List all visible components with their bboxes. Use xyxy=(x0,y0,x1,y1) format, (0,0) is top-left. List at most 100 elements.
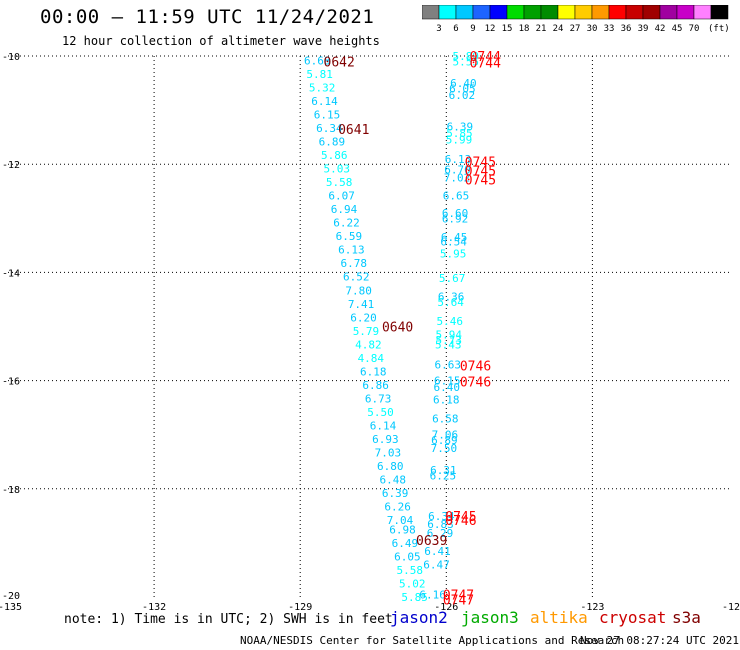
swh-label: 5.85 xyxy=(446,127,473,140)
legend-color-box xyxy=(422,5,440,20)
legend-tick-label: 6 xyxy=(453,24,458,33)
x-tick-label: -126 xyxy=(434,602,458,610)
swh-label: 6.94 xyxy=(331,203,358,216)
footer-note: note: 1) Time is in UTC; 2) SWH is in fe… xyxy=(64,612,393,627)
wave-height-labels: 6.685.815.326.146.156.346.895.865.035.58… xyxy=(304,50,479,604)
legend-color-box xyxy=(693,5,712,20)
legend-unit: (ft) xyxy=(708,24,730,33)
pass-time-label: 0745 xyxy=(465,165,496,180)
pass-time-label: 0746 xyxy=(460,376,491,391)
y-tick-label: -12 xyxy=(2,160,20,171)
swh-label: 6.20 xyxy=(350,311,377,324)
swh-label: 7.06 xyxy=(432,429,459,442)
swh-label: 6.52 xyxy=(343,271,370,284)
pass-time-label: 0745 xyxy=(465,155,496,170)
swh-label: 6.80 xyxy=(377,460,404,473)
legend-tick-label: 70 xyxy=(689,24,700,33)
swh-label: 6.34 xyxy=(428,510,455,523)
legend-tick-label: 27 xyxy=(570,24,581,33)
swh-label: 6.18 xyxy=(360,365,387,378)
legend-tick-label: 15 xyxy=(502,24,513,33)
swh-label: 6.22 xyxy=(333,217,360,230)
legend-color-box xyxy=(574,5,593,20)
pass-time-label: 0641 xyxy=(338,123,369,138)
satellite-name-jason2: jason2 xyxy=(390,608,448,627)
swh-label: 6.49 xyxy=(392,537,419,550)
page-title: 00:00 — 11:59 UTC 11/24/2021 xyxy=(40,6,375,28)
pass-time-labels: 0642064106400639074407440745074507450746… xyxy=(324,50,502,609)
y-tick-label: -14 xyxy=(2,268,20,279)
swh-label: 7.04 xyxy=(387,514,414,527)
swh-label: 5.73 xyxy=(435,334,462,347)
satellite-name-altika: altika xyxy=(530,608,588,627)
swh-label: 6.15 xyxy=(314,108,341,121)
swh-label: 6.48 xyxy=(379,474,406,487)
swh-label: 6.02 xyxy=(449,89,476,102)
swh-label: 4.84 xyxy=(358,352,385,365)
pass-time-label: 0642 xyxy=(324,55,355,70)
swh-label: 6.58 xyxy=(432,412,459,425)
swh-label: 5.43 xyxy=(435,338,462,351)
legend-tick-label: 42 xyxy=(655,24,666,33)
swh-label: 5.86 xyxy=(321,149,348,162)
legend-color-box xyxy=(438,5,457,20)
legend-tick-label: 9 xyxy=(470,24,475,33)
swh-label: 6.73 xyxy=(365,392,392,405)
legend-color-box xyxy=(710,5,729,20)
legend-tick-label: 3 xyxy=(436,24,441,33)
legend-tick-label: 24 xyxy=(553,24,564,33)
footer-credit: NOAA/NESDIS Center for Satellite Applica… xyxy=(240,634,625,647)
legend-tick-label: 12 xyxy=(485,24,496,33)
swh-label: 6.18 xyxy=(433,394,460,407)
swh-label: 6.83 xyxy=(427,518,454,531)
swh-label: 5.64 xyxy=(437,296,464,309)
swh-label: 6.07 xyxy=(328,190,355,203)
swh-label: 6.68 xyxy=(304,54,331,67)
y-tick-label: -10 xyxy=(2,52,20,63)
footer-timestamp: Nov 27 08:27:24 UTC 2021 xyxy=(580,634,739,647)
legend-tick-labels: 3 6 9 12 15 18 21 24 27 30 33 36 39 42 45 70 xyxy=(436,24,699,33)
swh-label: 6.36 xyxy=(438,291,465,304)
legend-color-box xyxy=(659,5,678,20)
pass-time-label: 0744 xyxy=(470,56,501,71)
swh-label: 6.93 xyxy=(372,433,399,446)
swh-label: 6.05 xyxy=(394,550,421,563)
swh-label: 5.02 xyxy=(399,577,426,590)
legend-tick-label: 33 xyxy=(604,24,615,33)
swh-label: 6.31 xyxy=(430,464,457,477)
pass-time-label: 0747 xyxy=(443,594,474,609)
swh-label: 5.55 xyxy=(453,55,480,68)
page-subtitle: 12 hour collection of altimeter wave hei… xyxy=(62,34,380,48)
swh-label: 5.50 xyxy=(367,406,394,419)
swh-label: 6.26 xyxy=(384,501,411,514)
pass-time-label: 0745 xyxy=(465,173,496,188)
x-tick-label: -135 xyxy=(0,602,22,610)
swh-label: 5.99 xyxy=(446,133,473,146)
swh-label: 6.89 xyxy=(319,135,346,148)
swh-label: 6.13 xyxy=(338,244,365,257)
swh-label: 6.47 xyxy=(423,559,450,572)
map-grid xyxy=(8,55,732,598)
swh-label: 4.82 xyxy=(355,338,382,351)
pass-time-label: 0746 xyxy=(445,514,476,529)
swh-label: 6.45 xyxy=(441,231,468,244)
satellite-name-s3a: s3a xyxy=(672,608,701,627)
y-tick-label: -16 xyxy=(2,377,20,388)
swh-label: 7.41 xyxy=(348,298,375,311)
swh-label: 6.34 xyxy=(316,122,343,135)
color-legend: 3 6 9 12 15 18 21 24 27 30 33 36 39 42 45 70 (ft) xyxy=(422,5,730,33)
swh-label: 5.32 xyxy=(309,81,336,94)
x-tick-label: -129 xyxy=(288,602,312,610)
swh-label: 5.58 xyxy=(326,176,353,189)
swh-label: 6.14 xyxy=(370,420,397,433)
legend-tick-label: 36 xyxy=(621,24,632,33)
legend-color-box xyxy=(676,5,695,20)
swh-label: 6.16 xyxy=(419,588,446,601)
pass-time-label: 0639 xyxy=(416,534,447,549)
swh-label: 6.59 xyxy=(336,230,363,243)
legend-color-box xyxy=(625,5,644,20)
legend-color-box xyxy=(540,5,559,20)
pass-time-label: 0640 xyxy=(382,321,413,336)
swh-label: 6.29 xyxy=(427,527,454,540)
swh-label: 5.94 xyxy=(435,329,462,342)
